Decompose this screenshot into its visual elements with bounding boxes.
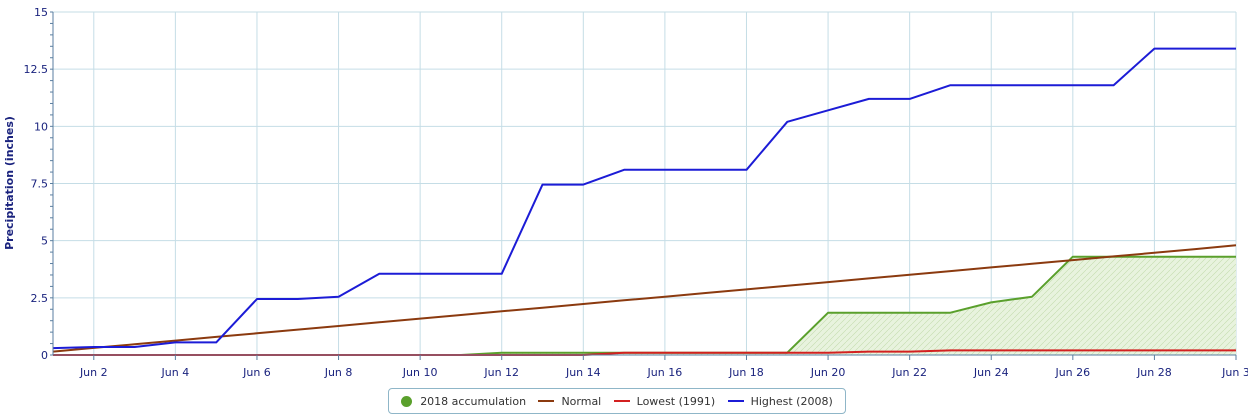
x-tick-label: Jun 24 xyxy=(973,366,1009,379)
legend-item-lowest[interactable]: Lowest (1991) xyxy=(613,394,716,408)
legend: 2018 accumulation Normal Lowest (1991) H… xyxy=(388,388,846,414)
x-tick-label: Jun 14 xyxy=(565,366,601,379)
legend-label-highest: Highest (2008) xyxy=(750,394,833,408)
axes: 0 2.5 5 7.5 10 12.5 15 Jun 2 Jun 4 Jun 6 Jun 8 Jun … xyxy=(24,6,1248,379)
x-tick-label: Jun 8 xyxy=(324,366,353,379)
x-tick-label: Jun 12 xyxy=(483,366,519,379)
y-tick-label: 12.5 xyxy=(24,63,49,76)
legend-swatch-highest xyxy=(727,400,744,402)
y-tick-label: 10 xyxy=(34,120,48,133)
x-tick-label: Jun 26 xyxy=(1054,366,1090,379)
legend-swatch-lowest xyxy=(613,400,630,402)
legend-label-normal: Normal xyxy=(561,394,602,408)
legend-label-lowest: Lowest (1991) xyxy=(636,394,716,408)
y-tick-label: 2.5 xyxy=(31,292,49,305)
area-2018-accumulation xyxy=(53,256,1236,355)
y-axis-title: Precipitation (inches) xyxy=(3,116,16,250)
legend-swatch-normal xyxy=(538,400,555,402)
y-tick-label: 15 xyxy=(34,6,48,19)
legend-label-2018: 2018 accumulation xyxy=(420,394,527,408)
x-tick-label: Jun 16 xyxy=(647,366,683,379)
x-tick-label: Jun 20 xyxy=(810,366,846,379)
x-tick-label: Jun 6 xyxy=(242,366,271,379)
x-tick-label: Jun 3 xyxy=(1221,366,1248,379)
y-tick-label: 0 xyxy=(41,349,48,362)
y-tick-label: 5 xyxy=(41,235,48,248)
y-tick-label: 7.5 xyxy=(31,178,49,191)
x-tick-label: Jun 18 xyxy=(728,366,764,379)
series-line-highest-2008 xyxy=(52,47,1236,350)
legend-item-2018-accumulation[interactable]: 2018 accumulation xyxy=(401,395,526,408)
x-tick-label: Jun 28 xyxy=(1136,366,1172,379)
series-line-normal xyxy=(52,244,1237,353)
legend-item-normal[interactable]: Normal xyxy=(538,395,601,408)
x-tick-label: Jun 22 xyxy=(891,366,927,379)
x-tick-label: Jun 10 xyxy=(402,366,438,379)
legend-item-highest[interactable]: Highest (2008) xyxy=(727,394,833,408)
legend-swatch-2018 xyxy=(401,395,413,407)
precipitation-chart: 0 2.5 5 7.5 10 12.5 15 Jun 2 Jun 4 Jun 6 Jun 8 Jun … xyxy=(3,6,1248,379)
x-tick-label: Jun 2 xyxy=(79,366,108,379)
x-tick-label: Jun 4 xyxy=(161,366,190,379)
area-layer xyxy=(53,256,1236,355)
